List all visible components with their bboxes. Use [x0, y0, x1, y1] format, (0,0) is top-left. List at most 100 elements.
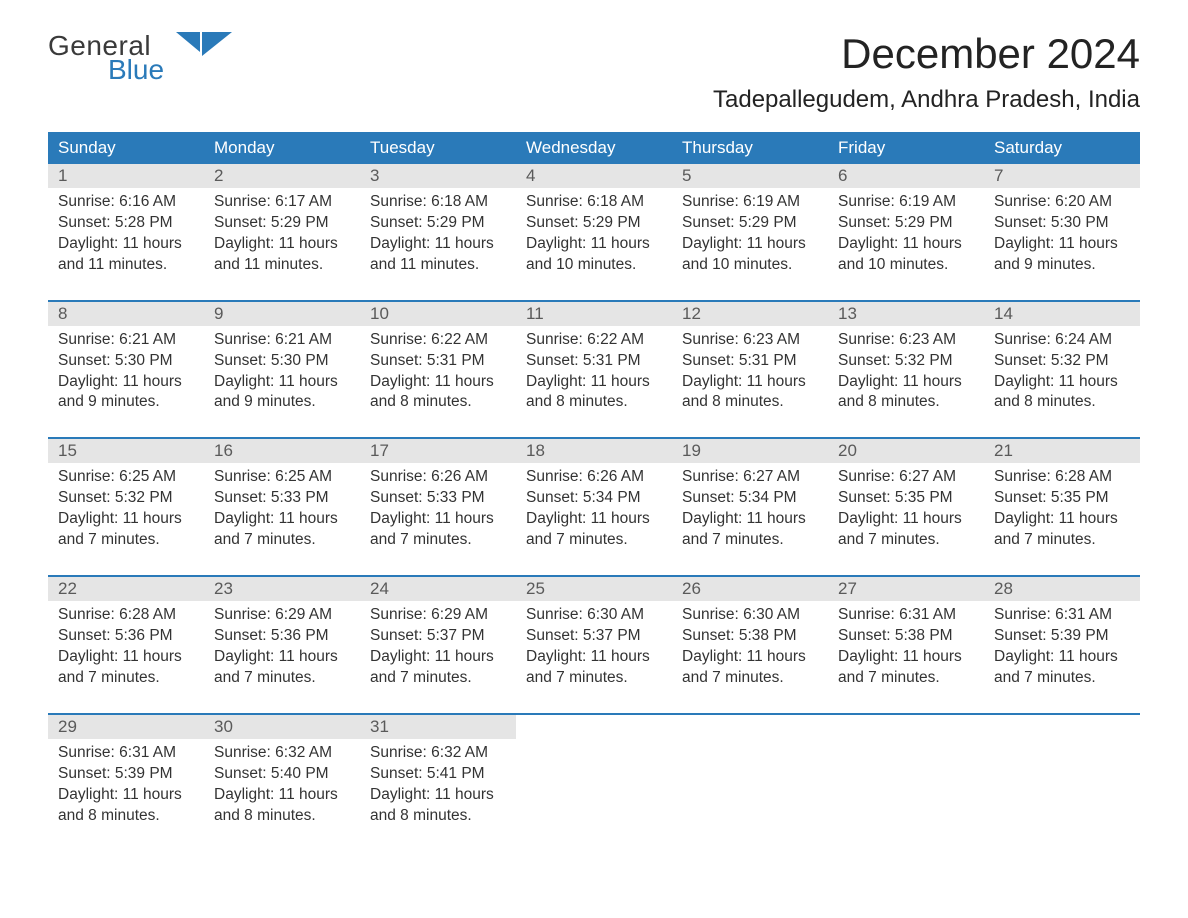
logo-triangles-icon — [176, 32, 232, 63]
day-d1: Daylight: 11 hours — [838, 647, 974, 668]
calendar-week: 293031Sunrise: 6:31 AMSunset: 5:39 PMDay… — [48, 713, 1140, 837]
day-d1: Daylight: 11 hours — [682, 234, 818, 255]
day-sunset: Sunset: 5:30 PM — [994, 213, 1130, 234]
calendar-week: 1234567Sunrise: 6:16 AMSunset: 5:28 PMDa… — [48, 164, 1140, 286]
day-d2: and 9 minutes. — [994, 255, 1130, 276]
day-sunset: Sunset: 5:39 PM — [58, 764, 194, 785]
day-sunrise: Sunrise: 6:23 AM — [682, 330, 818, 351]
day-number: 30 — [204, 715, 360, 739]
day-d2: and 7 minutes. — [838, 530, 974, 551]
day-sunrise: Sunrise: 6:25 AM — [58, 467, 194, 488]
day-sunset: Sunset: 5:31 PM — [370, 351, 506, 372]
day-d1: Daylight: 11 hours — [58, 509, 194, 530]
day-number: 11 — [516, 302, 672, 326]
day-sunset: Sunset: 5:38 PM — [838, 626, 974, 647]
day-sunset: Sunset: 5:29 PM — [682, 213, 818, 234]
day-sunset: Sunset: 5:29 PM — [214, 213, 350, 234]
day-sunrise: Sunrise: 6:19 AM — [838, 192, 974, 213]
day-sunset: Sunset: 5:35 PM — [838, 488, 974, 509]
day-cell — [516, 739, 672, 837]
day-number: 2 — [204, 164, 360, 188]
day-cell: Sunrise: 6:27 AMSunset: 5:35 PMDaylight:… — [828, 463, 984, 561]
day-d1: Daylight: 11 hours — [58, 234, 194, 255]
day-sunrise: Sunrise: 6:21 AM — [214, 330, 350, 351]
day-d1: Daylight: 11 hours — [994, 509, 1130, 530]
logo-word-2: Blue — [108, 54, 164, 86]
day-cell: Sunrise: 6:29 AMSunset: 5:37 PMDaylight:… — [360, 601, 516, 699]
day-d2: and 9 minutes. — [58, 392, 194, 413]
day-number: 27 — [828, 577, 984, 601]
day-number: 1 — [48, 164, 204, 188]
day-cell — [672, 739, 828, 837]
day-d2: and 7 minutes. — [526, 668, 662, 689]
day-sunset: Sunset: 5:32 PM — [838, 351, 974, 372]
day-number: 9 — [204, 302, 360, 326]
day-d2: and 7 minutes. — [526, 530, 662, 551]
day-cell: Sunrise: 6:31 AMSunset: 5:39 PMDaylight:… — [48, 739, 204, 837]
dow-thursday: Thursday — [672, 132, 828, 164]
day-cell — [984, 739, 1140, 837]
day-number: 25 — [516, 577, 672, 601]
day-sunset: Sunset: 5:39 PM — [994, 626, 1130, 647]
day-sunset: Sunset: 5:31 PM — [682, 351, 818, 372]
day-sunrise: Sunrise: 6:18 AM — [526, 192, 662, 213]
day-d1: Daylight: 11 hours — [682, 509, 818, 530]
location: Tadepallegudem, Andhra Pradesh, India — [713, 86, 1140, 114]
day-sunset: Sunset: 5:34 PM — [526, 488, 662, 509]
day-sunset: Sunset: 5:40 PM — [214, 764, 350, 785]
day-d1: Daylight: 11 hours — [214, 509, 350, 530]
day-sunset: Sunset: 5:36 PM — [58, 626, 194, 647]
day-number — [672, 715, 828, 739]
day-sunset: Sunset: 5:34 PM — [682, 488, 818, 509]
day-number: 24 — [360, 577, 516, 601]
day-cell: Sunrise: 6:19 AMSunset: 5:29 PMDaylight:… — [828, 188, 984, 286]
dow-monday: Monday — [204, 132, 360, 164]
day-d2: and 8 minutes. — [370, 392, 506, 413]
day-d2: and 10 minutes. — [526, 255, 662, 276]
day-sunrise: Sunrise: 6:19 AM — [682, 192, 818, 213]
day-d2: and 11 minutes. — [58, 255, 194, 276]
day-number — [984, 715, 1140, 739]
day-sunset: Sunset: 5:37 PM — [370, 626, 506, 647]
day-d1: Daylight: 11 hours — [370, 509, 506, 530]
day-d2: and 8 minutes. — [370, 806, 506, 827]
day-number: 19 — [672, 439, 828, 463]
day-d2: and 8 minutes. — [58, 806, 194, 827]
day-cell: Sunrise: 6:25 AMSunset: 5:32 PMDaylight:… — [48, 463, 204, 561]
dow-sunday: Sunday — [48, 132, 204, 164]
day-sunset: Sunset: 5:29 PM — [526, 213, 662, 234]
day-number: 22 — [48, 577, 204, 601]
day-d2: and 7 minutes. — [994, 530, 1130, 551]
day-sunrise: Sunrise: 6:22 AM — [370, 330, 506, 351]
day-sunrise: Sunrise: 6:30 AM — [682, 605, 818, 626]
day-cell: Sunrise: 6:26 AMSunset: 5:33 PMDaylight:… — [360, 463, 516, 561]
day-number: 21 — [984, 439, 1140, 463]
day-sunset: Sunset: 5:41 PM — [370, 764, 506, 785]
day-number: 28 — [984, 577, 1140, 601]
day-d1: Daylight: 11 hours — [526, 372, 662, 393]
day-cell: Sunrise: 6:18 AMSunset: 5:29 PMDaylight:… — [360, 188, 516, 286]
day-number: 20 — [828, 439, 984, 463]
day-sunset: Sunset: 5:38 PM — [682, 626, 818, 647]
day-d1: Daylight: 11 hours — [58, 647, 194, 668]
month-title: December 2024 — [713, 30, 1140, 78]
day-d1: Daylight: 11 hours — [682, 647, 818, 668]
day-sunset: Sunset: 5:32 PM — [994, 351, 1130, 372]
day-sunrise: Sunrise: 6:26 AM — [526, 467, 662, 488]
day-cell: Sunrise: 6:22 AMSunset: 5:31 PMDaylight:… — [516, 326, 672, 424]
day-number: 31 — [360, 715, 516, 739]
day-sunrise: Sunrise: 6:28 AM — [58, 605, 194, 626]
day-d1: Daylight: 11 hours — [838, 234, 974, 255]
day-cell: Sunrise: 6:27 AMSunset: 5:34 PMDaylight:… — [672, 463, 828, 561]
day-d2: and 10 minutes. — [838, 255, 974, 276]
day-d2: and 7 minutes. — [370, 530, 506, 551]
title-block: December 2024 Tadepallegudem, Andhra Pra… — [713, 30, 1140, 114]
day-sunset: Sunset: 5:31 PM — [526, 351, 662, 372]
day-cell: Sunrise: 6:32 AMSunset: 5:40 PMDaylight:… — [204, 739, 360, 837]
day-number — [516, 715, 672, 739]
day-d2: and 11 minutes. — [370, 255, 506, 276]
dow-friday: Friday — [828, 132, 984, 164]
day-sunrise: Sunrise: 6:20 AM — [994, 192, 1130, 213]
day-cell: Sunrise: 6:22 AMSunset: 5:31 PMDaylight:… — [360, 326, 516, 424]
day-d2: and 8 minutes. — [682, 392, 818, 413]
